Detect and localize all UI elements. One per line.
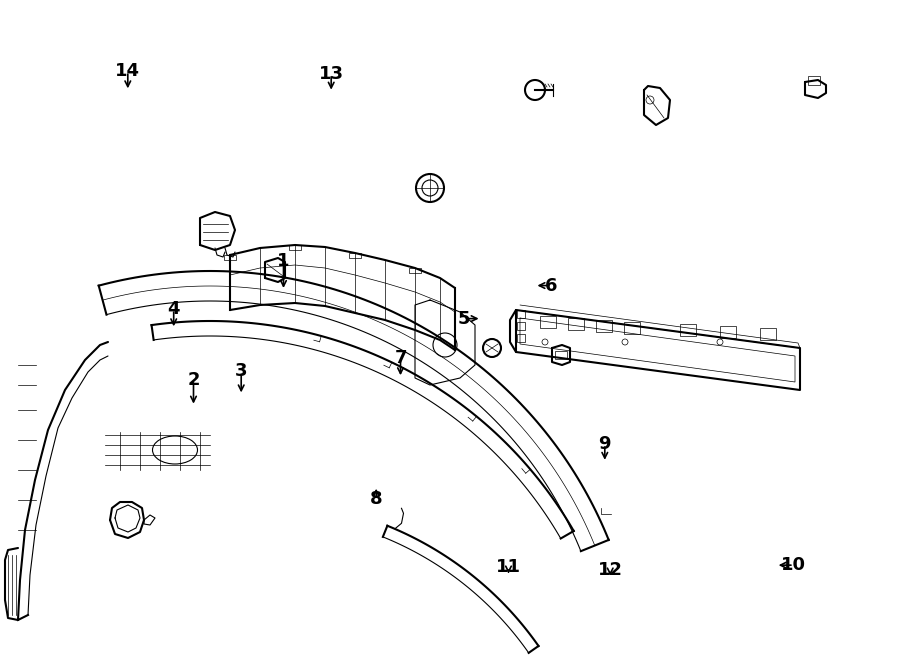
Bar	[624, 322, 640, 334]
Text: 10: 10	[781, 556, 806, 574]
Bar	[517, 334, 525, 342]
Bar	[224, 255, 236, 260]
Bar	[409, 268, 421, 273]
Text: 14: 14	[115, 62, 140, 81]
Bar	[555, 351, 567, 359]
Text: 5: 5	[457, 309, 470, 328]
Bar	[596, 320, 612, 332]
Text: 8: 8	[370, 490, 382, 508]
Bar	[517, 322, 525, 330]
Text: 7: 7	[394, 349, 407, 368]
Bar	[808, 76, 820, 85]
Bar	[517, 310, 525, 318]
Text: 9: 9	[598, 435, 611, 453]
Text: 1: 1	[277, 252, 290, 270]
Text: 13: 13	[319, 65, 344, 83]
Bar	[680, 324, 696, 336]
Bar	[568, 318, 584, 330]
Text: 2: 2	[187, 371, 200, 389]
Text: 3: 3	[235, 362, 248, 381]
Bar	[720, 326, 736, 338]
Bar	[289, 245, 301, 250]
Text: 11: 11	[496, 558, 521, 576]
Text: 12: 12	[598, 561, 623, 579]
Text: 4: 4	[167, 300, 180, 319]
Bar	[760, 328, 776, 340]
Bar	[540, 316, 556, 328]
Text: 6: 6	[544, 276, 557, 295]
Bar	[349, 253, 361, 258]
